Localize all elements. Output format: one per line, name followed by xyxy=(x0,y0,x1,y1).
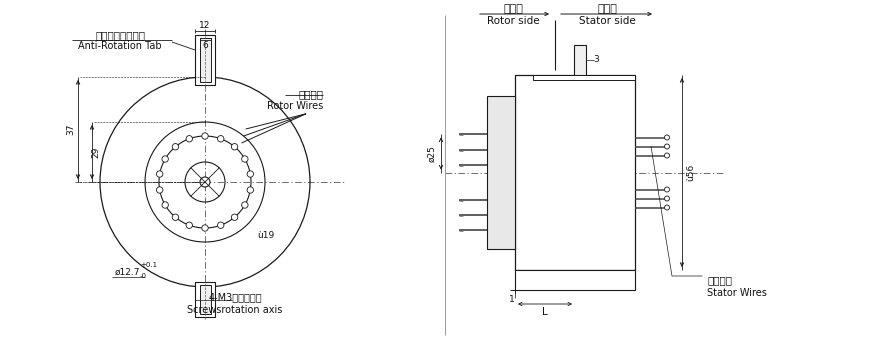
Text: Anti-Rotation Tab: Anti-Rotation Tab xyxy=(78,41,162,51)
Circle shape xyxy=(231,144,238,150)
Bar xyxy=(200,285,210,314)
Circle shape xyxy=(162,156,168,162)
Text: 定子导线: 定子导线 xyxy=(707,275,732,285)
Text: 转子导线: 转子导线 xyxy=(298,89,323,99)
Circle shape xyxy=(172,144,179,150)
Bar xyxy=(533,75,635,80)
Circle shape xyxy=(231,214,238,220)
Circle shape xyxy=(247,171,253,177)
Circle shape xyxy=(664,205,670,210)
Circle shape xyxy=(247,187,253,193)
Circle shape xyxy=(186,222,193,229)
Text: 12: 12 xyxy=(199,21,210,30)
Circle shape xyxy=(664,135,670,140)
Circle shape xyxy=(217,135,224,142)
Text: Stator side: Stator side xyxy=(579,16,635,26)
Text: 3: 3 xyxy=(593,56,599,64)
Text: L: L xyxy=(542,307,548,317)
Text: +0.1: +0.1 xyxy=(140,262,158,268)
Text: 4-M3固定转动轴: 4-M3固定转动轴 xyxy=(209,292,262,302)
Bar xyxy=(195,35,215,85)
Circle shape xyxy=(217,222,224,229)
Bar xyxy=(200,38,210,82)
Text: Screwsrotation axis: Screwsrotation axis xyxy=(187,305,282,315)
Text: 定子边: 定子边 xyxy=(597,4,617,14)
Circle shape xyxy=(664,196,670,201)
Circle shape xyxy=(242,156,248,162)
Text: 转子边: 转子边 xyxy=(503,4,523,14)
Bar xyxy=(195,282,215,317)
Text: 止转片（可调节）: 止转片（可调节） xyxy=(95,30,145,40)
Circle shape xyxy=(200,177,210,187)
Bar xyxy=(574,45,586,75)
Text: Rotor Wires: Rotor Wires xyxy=(267,101,323,111)
Circle shape xyxy=(664,153,670,158)
Circle shape xyxy=(172,214,179,220)
Circle shape xyxy=(186,135,193,142)
Circle shape xyxy=(664,187,670,192)
Text: Rotor side: Rotor side xyxy=(487,16,539,26)
Circle shape xyxy=(202,225,209,231)
Text: ù56: ù56 xyxy=(686,164,695,181)
Circle shape xyxy=(242,202,248,208)
Circle shape xyxy=(664,144,670,149)
Text: ù19: ù19 xyxy=(257,231,275,239)
Bar xyxy=(487,97,515,248)
Text: 6: 6 xyxy=(202,42,208,50)
Circle shape xyxy=(202,133,209,139)
Text: ø25: ø25 xyxy=(428,145,436,162)
Bar xyxy=(515,270,635,290)
Text: 29: 29 xyxy=(92,146,100,158)
Circle shape xyxy=(157,171,163,177)
Text: Stator Wires: Stator Wires xyxy=(707,288,766,298)
Bar xyxy=(515,75,635,270)
Text: ø12.7: ø12.7 xyxy=(114,267,140,276)
Circle shape xyxy=(162,202,168,208)
Text: -0: -0 xyxy=(140,273,147,279)
Text: 37: 37 xyxy=(67,124,76,135)
Circle shape xyxy=(157,187,163,193)
Text: 1: 1 xyxy=(510,295,515,304)
